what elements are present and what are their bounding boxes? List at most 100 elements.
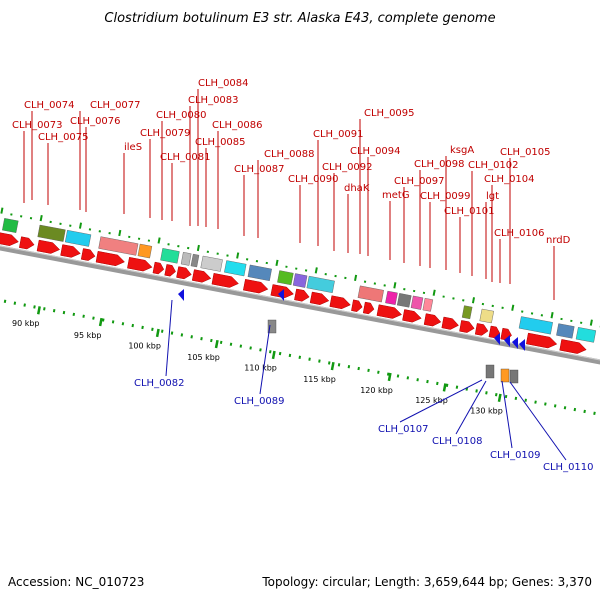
forward-gene-arrow [351, 299, 363, 312]
cog-color-box [292, 273, 308, 288]
forward-gene-label: dhaK [344, 183, 370, 194]
reverse-gene-arrow [494, 333, 500, 345]
forward-gene-label: CLH_0073 [12, 120, 63, 131]
forward-gene-label: CLH_0101 [444, 206, 495, 217]
scale-tick-label: 100 kbp [128, 342, 161, 351]
scale-minor-tick [544, 402, 547, 406]
scale-minor-tick [43, 307, 46, 311]
outer-track-tick [78, 222, 83, 229]
scale-minor-tick [239, 344, 243, 348]
forward-gene-arrow [211, 273, 239, 288]
cog-color-box [64, 229, 92, 247]
outer-track-tick [432, 289, 436, 296]
scale-minor-tick [170, 331, 174, 335]
topology-text: Topology: circular; Length: 3,659,644 bp… [261, 575, 592, 589]
forward-gene-label: CLH_0106 [494, 228, 545, 239]
scale-minor-tick [229, 342, 233, 346]
outer-track-tick [275, 259, 279, 267]
reverse-gene-arrow [519, 339, 525, 351]
forward-gene-arrow [423, 313, 442, 327]
cog-color-box [224, 260, 247, 277]
outer-track-tick [236, 252, 240, 259]
cog-color-box [247, 264, 272, 282]
scale-minor-tick [82, 314, 85, 318]
forward-gene-label: CLH_0095 [364, 108, 415, 119]
forward-gene-label: CLH_0090 [288, 174, 339, 185]
scale-tick-label: 95 kbp [74, 331, 102, 340]
scale-major-tick [271, 350, 276, 360]
cog-color-box [410, 295, 424, 310]
scale-minor-tick [72, 312, 76, 317]
forward-gene-arrow [127, 257, 153, 272]
forward-gene-label: CLH_0088 [264, 149, 315, 160]
forward-gene-label: CLH_0097 [394, 176, 445, 187]
cog-color-box [461, 305, 473, 320]
forward-gene-arrow [80, 248, 96, 261]
scale-minor-tick [514, 396, 518, 401]
scale-minor-tick [337, 363, 341, 367]
scale-tick-label: 90 kbp [12, 319, 40, 328]
scale-tick-label: 130 kbp [470, 407, 503, 416]
forward-gene-arrow [329, 295, 351, 310]
forward-gene-label: CLH_0074 [24, 100, 75, 111]
forward-gene-label: CLH_0077 [90, 100, 141, 111]
cog-color-box [200, 255, 223, 272]
reverse-gene-arrow [512, 337, 518, 349]
scale-minor-tick [377, 370, 380, 374]
cog-color-box [422, 297, 434, 312]
scale-minor-tick [33, 305, 36, 309]
scale-major-tick [214, 339, 219, 349]
scale-minor-tick [3, 299, 7, 303]
forward-gene-arrow [559, 339, 587, 354]
cog-color-box [556, 323, 575, 339]
forward-gene-arrow [191, 269, 212, 283]
outer-track-tick [589, 319, 593, 326]
scale-tick-label: 120 kbp [360, 386, 393, 395]
scale-minor-tick [259, 348, 262, 352]
accession-text: Accession: NC_010723 [8, 575, 144, 589]
scale-minor-tick [357, 366, 360, 371]
scale-tick-label: 125 kbp [415, 396, 448, 405]
cog-color-box [137, 243, 153, 259]
forward-gene-label: CLH_0104 [484, 174, 535, 185]
scale-minor-tick [141, 325, 144, 330]
outer-track-tick [314, 267, 318, 274]
reverse-label-leader [165, 299, 173, 377]
cog-color-box [277, 270, 294, 286]
reverse-label-leader [455, 380, 487, 435]
cog-color-box [479, 308, 495, 324]
forward-gene-arrow [402, 309, 422, 323]
reverse-gene-label: CLH_0089 [234, 396, 285, 407]
scale-minor-tick [180, 333, 184, 337]
forward-gene-label: CLH_0081 [160, 152, 211, 163]
forward-gene-arrow [309, 291, 330, 305]
reverse-gene-arrow [504, 335, 510, 347]
outer-track-tick [550, 312, 554, 319]
cog-color-box [518, 316, 553, 335]
outer-track-tick [511, 304, 515, 311]
forward-gene-arrow [362, 301, 375, 315]
scale-minor-tick [327, 361, 331, 365]
scale-minor-tick [190, 335, 193, 339]
cog-color-box [160, 248, 180, 264]
scale-minor-tick [210, 338, 213, 343]
scale-minor-tick [318, 359, 321, 363]
outer-track-tick [118, 229, 122, 237]
cog-color-box [385, 290, 398, 305]
reverse-label-leader [509, 381, 567, 461]
scale-minor-tick [445, 383, 449, 387]
scale-minor-tick [111, 320, 115, 324]
cog-color-box [180, 251, 192, 266]
forward-gene-label: CLH_0094 [350, 146, 401, 157]
outer-track-tick [354, 274, 358, 281]
scale-major-tick [155, 328, 160, 338]
genome-backbone [0, 245, 600, 365]
forward-gene-arrow [60, 244, 81, 258]
scale-minor-tick [23, 303, 26, 307]
scale-minor-tick [563, 406, 567, 410]
genome-backbone-highlight [0, 245, 600, 361]
scale-minor-tick [583, 409, 586, 414]
scale-minor-tick [436, 381, 439, 386]
scale-minor-tick [426, 379, 429, 384]
reverse-gene-label: CLH_0110 [543, 462, 594, 473]
